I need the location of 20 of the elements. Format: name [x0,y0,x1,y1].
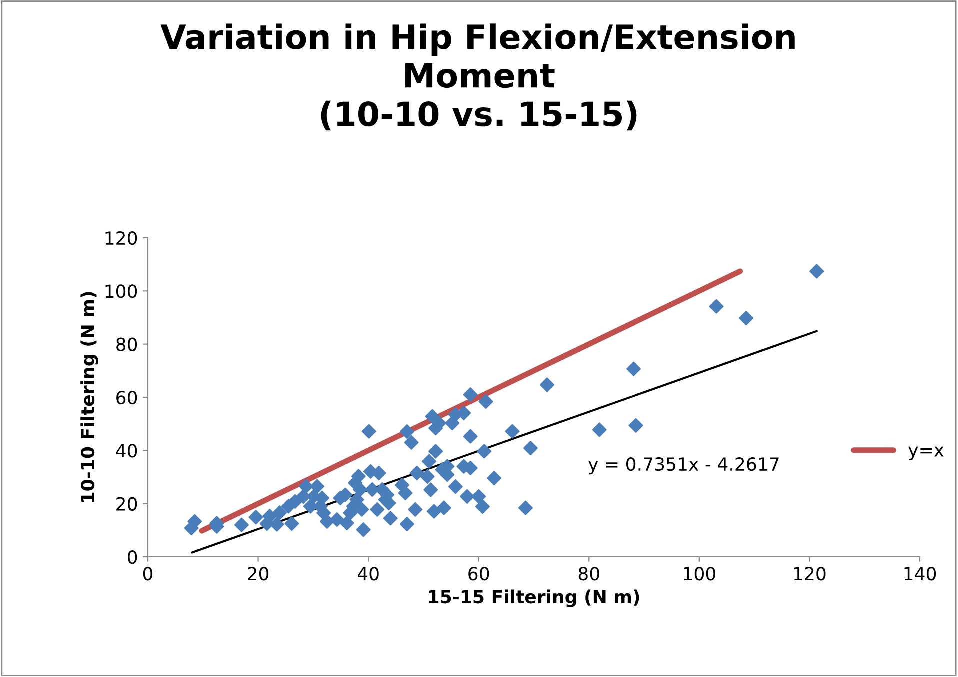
chart-title: Variation in Hip Flexion/Extension Moment (10-10 vs. 15-15) [160,24,795,131]
x-tick-label: 140 [904,567,936,581]
y-tick-label: 20 [116,497,138,511]
x-tick-label: 80 [578,567,600,581]
x-tick-label: 40 [358,567,379,581]
y-axis-title: 10-10 Filtering (N m) [80,292,98,502]
x-tick-label: 0 [143,567,153,581]
annotation: y = 0.7351x - 4.2617 [588,457,779,475]
y-tick-label: 120 [106,231,138,246]
x-tick-label: 60 [468,567,490,581]
x-tick-label: 100 [684,567,716,581]
legend-label: y=x [908,446,944,460]
y-tick-label: 60 [116,390,138,405]
x-axis-title: 15-15 Filtering (N m) [429,590,640,608]
x-tick-label: 120 [794,567,826,581]
y-tick-label: 100 [106,284,138,298]
y-tick-label: 80 [116,338,138,352]
y-tick-label: 40 [116,444,138,458]
x-tick-label: 20 [248,567,269,581]
y-tick-label: 0 [128,550,138,564]
